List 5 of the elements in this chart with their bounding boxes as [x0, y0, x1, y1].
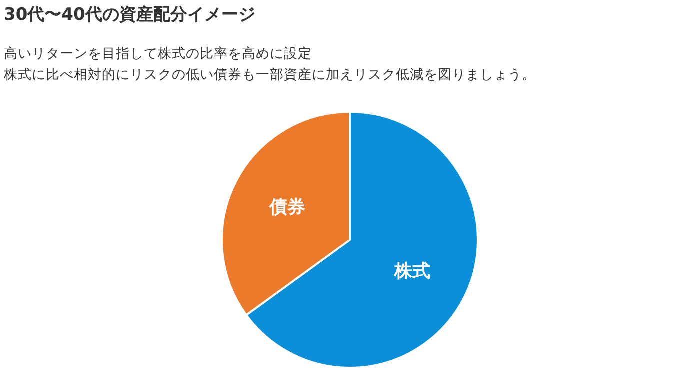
slice-label: 株式: [394, 260, 431, 282]
chart-subtitle: 高いリターンを目指して株式の比率を高めに設定: [4, 46, 312, 62]
slice-label: 債券: [268, 196, 306, 218]
chart-title: 30代〜40代の資産配分イメージ: [4, 5, 256, 25]
text: 株式に比べ相対的にリスクの低い債券も一部資産に加えリスク低減を図りましょう。: [3, 67, 536, 83]
